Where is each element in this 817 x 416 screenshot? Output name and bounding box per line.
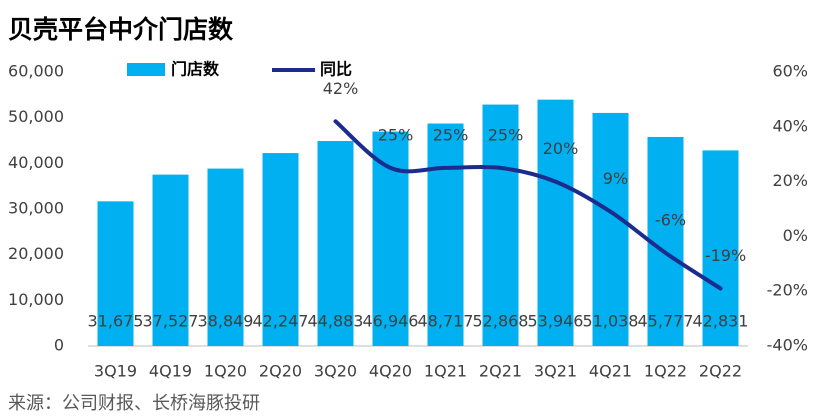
bar-label: 37,527 — [143, 312, 199, 331]
x-tick-label: 2Q21 — [479, 362, 522, 381]
bar — [207, 168, 244, 346]
line-label: 25% — [378, 125, 414, 144]
x-tick-label: 2Q22 — [699, 362, 742, 381]
legend-label: 同比 — [320, 60, 352, 79]
bar — [427, 123, 464, 347]
y2-tick-label: -40% — [767, 336, 808, 355]
bar — [262, 153, 299, 346]
bar-label: 38,849 — [198, 312, 254, 331]
bar-label: 31,675 — [88, 312, 144, 331]
line-label: -19% — [705, 246, 746, 265]
source: 来源：公司财报、长桥海豚投研 — [8, 393, 260, 414]
x-tick-label: 4Q19 — [149, 362, 192, 381]
y-tick-label: 20,000 — [8, 244, 64, 263]
bar-label: 52,868 — [473, 312, 529, 331]
bar — [702, 150, 739, 346]
y2-tick-label: -20% — [767, 281, 808, 300]
x-tick-label: 3Q19 — [94, 362, 137, 381]
bar — [647, 136, 684, 346]
line-label: -6% — [655, 210, 686, 229]
bar-label: 46,946 — [363, 312, 419, 331]
line-label: 25% — [488, 125, 524, 144]
y-tick-label: 60,000 — [8, 62, 64, 81]
y-tick-label: 50,000 — [8, 107, 64, 126]
bar — [482, 104, 519, 347]
legend-label: 门店数 — [171, 60, 220, 79]
line — [333, 119, 723, 291]
bar — [97, 201, 134, 346]
line-label: 25% — [433, 125, 469, 144]
bar — [317, 141, 354, 346]
bar-label: 42,247 — [253, 312, 309, 331]
chart-title: 贝壳平台中介门店数 — [8, 15, 234, 44]
bar — [152, 174, 189, 346]
x-tick-label: 3Q20 — [314, 362, 357, 381]
bar-label: 53,946 — [528, 312, 584, 331]
bar-label: 45,777 — [638, 312, 694, 331]
x-tick-label: 1Q22 — [644, 362, 687, 381]
x-tick-label: 2Q20 — [259, 362, 302, 381]
line-label: 42% — [323, 79, 359, 98]
x-tick-label: 4Q20 — [369, 362, 412, 381]
x-tick-label: 4Q21 — [589, 362, 632, 381]
bar-label: 44,883 — [308, 312, 364, 331]
y-tick-label: 10,000 — [8, 290, 64, 309]
y-tick-label: 0 — [54, 336, 64, 355]
bar-label: 51,038 — [583, 312, 639, 331]
x-tick-label: 3Q21 — [534, 362, 577, 381]
x-tick-label: 1Q21 — [424, 362, 467, 381]
bar-label: 42,831 — [693, 312, 749, 331]
bar — [537, 99, 574, 346]
y2-tick-label: 60% — [772, 62, 808, 81]
x-tick-label: 1Q20 — [204, 362, 247, 381]
y-tick-label: 40,000 — [8, 153, 64, 172]
bar — [592, 112, 629, 346]
legend-swatch — [127, 63, 165, 76]
y2-tick-label: 40% — [772, 116, 808, 135]
bar-label: 48,717 — [418, 312, 474, 331]
y2-tick-label: 20% — [772, 171, 808, 190]
line-label: 9% — [603, 169, 628, 188]
y-tick-label: 30,000 — [8, 199, 64, 218]
line-label: 20% — [543, 139, 579, 158]
y2-tick-label: 0% — [783, 226, 808, 245]
